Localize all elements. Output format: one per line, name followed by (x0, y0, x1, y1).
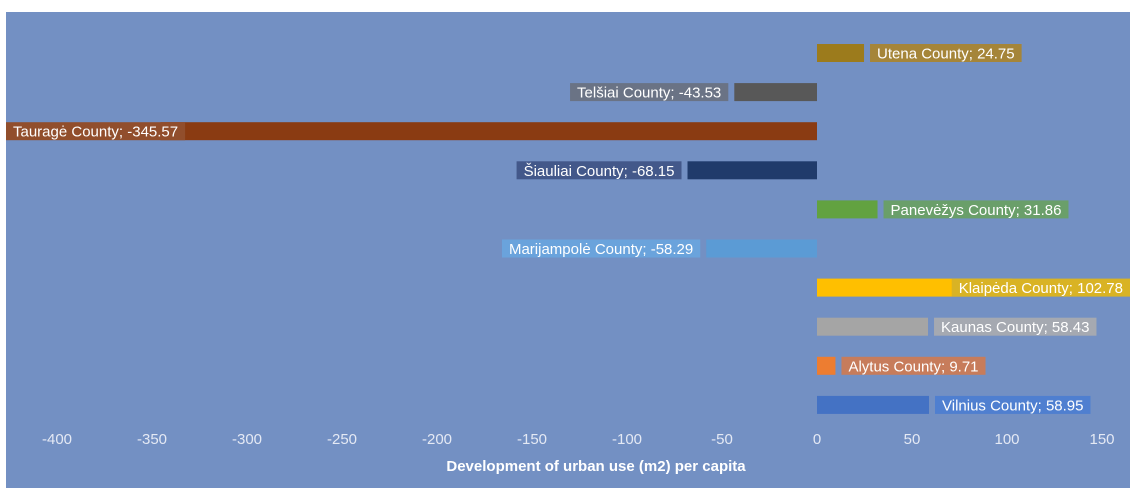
data-label-box (883, 200, 1069, 219)
data-label-box (6, 122, 186, 141)
data-label-text: Alytus County; 9.71 (848, 358, 978, 375)
bar-taurage-county (160, 122, 818, 141)
x-tick-label: -150 (517, 431, 547, 448)
data-label-box (501, 239, 701, 258)
bar-vilnius-county (817, 395, 930, 414)
bar-siauliai-county (687, 161, 817, 180)
data-label-box (935, 395, 1091, 414)
bar-marijampole-county (706, 239, 817, 258)
data-label-text: Kaunas County; 58.43 (941, 319, 1089, 336)
data-label-kaunas-county: Kaunas County; 58.43 (934, 317, 1097, 336)
data-label-siauliai-county: Šiauliai County; -68.15 (516, 161, 682, 180)
x-tick-label: -350 (137, 431, 167, 448)
bars-layer (160, 44, 1013, 414)
x-axis-ticks: -400 -350 -300 -250 -200 -150 -100 -50 0 50 100 150 (42, 431, 1115, 448)
bar-panevezys-county (817, 200, 878, 219)
x-tick-label: -100 (612, 431, 642, 448)
bar-utena-county (817, 44, 865, 62)
data-label-utena-county: Utena County; 24.75 (870, 44, 1022, 63)
data-label-alytus-county: Alytus County; 9.71 (841, 356, 986, 375)
data-label-box (951, 278, 1130, 297)
x-tick-label: -400 (42, 431, 72, 448)
data-labels-layer: Utena County; 24.75 Telšiai County; -43.5… (6, 44, 1130, 414)
bar-telsiai-county (734, 83, 817, 102)
x-tick-label: -300 (232, 431, 262, 448)
data-label-klaipeda-county: Klaipėda County; 102.78 (951, 278, 1130, 297)
data-label-text: Marijampolė County; -58.29 (509, 241, 693, 258)
data-label-box (516, 161, 682, 180)
data-label-text: Šiauliai County; -68.15 (524, 163, 675, 180)
data-label-text: Vilnius County; 58.95 (942, 397, 1083, 414)
data-label-marijampole-county: Marijampolė County; -58.29 (501, 239, 701, 258)
data-label-text: Utena County; 24.75 (877, 46, 1015, 63)
bar-alytus-county (817, 356, 836, 375)
bar-kaunas-county (817, 317, 929, 336)
data-label-panevezys-county: Panevėžys County; 31.86 (883, 200, 1069, 219)
data-label-box (841, 356, 986, 375)
data-label-text: Telšiai County; -43.53 (577, 85, 721, 102)
data-label-text: Klaipėda County; 102.78 (959, 280, 1123, 297)
x-tick-label: 150 (1089, 431, 1114, 448)
x-tick-label: 50 (904, 431, 921, 448)
x-tick-label: 100 (994, 431, 1019, 448)
x-tick-label: -200 (422, 431, 452, 448)
chart-area: Utena County; 24.75 Telšiai County; -43.5… (6, 12, 1130, 488)
data-label-box (570, 83, 729, 102)
x-tick-label: 0 (813, 431, 821, 448)
data-label-telsiai-county: Telšiai County; -43.53 (570, 83, 729, 102)
x-tick-label: -250 (327, 431, 357, 448)
data-label-taurage-county: Tauragė County; -345.57 (6, 122, 186, 141)
data-label-vilnius-county: Vilnius County; 58.95 (935, 395, 1091, 414)
bar-chart: Utena County; 24.75 Telšiai County; -43.5… (6, 44, 1130, 475)
data-label-box (934, 317, 1097, 336)
data-label-text: Tauragė County; -345.57 (13, 124, 178, 141)
data-label-text: Panevėžys County; 31.86 (891, 202, 1062, 219)
x-axis-title: Development of urban use (m2) per capita (446, 458, 746, 475)
x-tick-label: -50 (711, 431, 733, 448)
data-label-box (870, 44, 1022, 62)
